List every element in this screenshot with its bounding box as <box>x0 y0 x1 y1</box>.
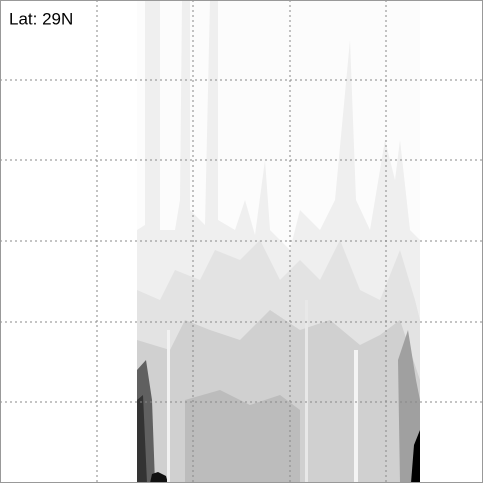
light-streak <box>305 300 308 483</box>
right-dark-edge <box>411 430 420 483</box>
light-streak <box>167 330 170 483</box>
bottom-left-blob <box>150 472 168 483</box>
left-darkest <box>137 395 147 483</box>
shaded-field <box>137 0 420 483</box>
field-layer-4 <box>185 390 300 483</box>
light-streak <box>354 350 358 483</box>
latitude-label: Lat: 29N <box>9 9 73 28</box>
